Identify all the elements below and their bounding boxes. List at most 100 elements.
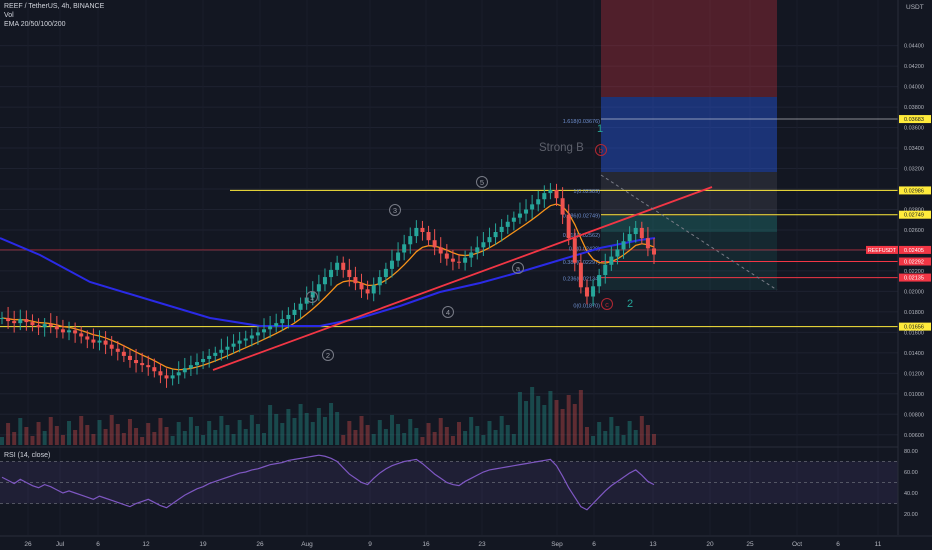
volume-bar-34: [207, 421, 212, 445]
candle-body-29: [176, 372, 181, 376]
time-tick-13: 20: [706, 541, 714, 548]
candle-body-101: [615, 249, 620, 257]
fib-label-3: 0.618(0.02562): [563, 233, 600, 239]
wave-major-2: 2: [627, 298, 633, 310]
volume-bar-54: [329, 403, 334, 445]
ema-legend[interactable]: EMA 20/50/100/200: [4, 21, 66, 28]
ticker-tag: [866, 245, 898, 254]
volume-bar-102: [621, 435, 626, 445]
volume-bar-90: [548, 391, 553, 445]
volume-bar-80: [487, 421, 492, 445]
volume-bar-59: [359, 416, 364, 445]
currency-label: USDT: [906, 4, 924, 11]
price-tag-text-2: 0.02749: [904, 213, 924, 219]
candle-body-10: [60, 329, 65, 333]
candle-body-22: [134, 360, 139, 364]
wave-circle-c-label: c: [605, 300, 609, 309]
volume-bar-66: [402, 433, 407, 445]
wave-circle-b: [595, 144, 607, 156]
candle-body-89: [542, 193, 547, 200]
price-tick-4: 0.03600: [904, 126, 924, 132]
volume-bar-100: [609, 417, 614, 445]
volume-bar-26: [158, 418, 163, 445]
volume-bar-52: [316, 408, 321, 445]
volume-bar-0: [0, 437, 4, 445]
candle-body-73: [444, 253, 449, 259]
strong-b-label: Strong B: [539, 142, 584, 154]
volume-bar-30: [182, 431, 187, 445]
fib-label-1: 1(0.02989): [573, 189, 600, 195]
volume-bar-40: [243, 429, 248, 445]
volume-bar-12: [73, 430, 78, 445]
candle-body-24: [146, 365, 151, 368]
wave-circle-2-label: 2: [326, 351, 330, 360]
volume-bar-37: [225, 425, 230, 445]
candle-body-59: [359, 283, 364, 290]
candle-body-93: [566, 214, 571, 239]
projection-dashed: [600, 174, 778, 291]
candle-body-62: [377, 277, 382, 286]
price-tick-16: 0.01200: [904, 371, 924, 377]
candle-body-91: [554, 190, 559, 199]
candle-body-26: [158, 371, 163, 376]
candle-body-95: [578, 262, 583, 288]
symbol-title[interactable]: REEF / TetherUS, 4h, BINANCE: [4, 3, 105, 10]
candle-body-55: [335, 262, 340, 270]
price-tick-9: 0.02600: [904, 228, 924, 234]
volume-bar-22: [134, 428, 139, 445]
volume-bar-63: [383, 429, 388, 445]
ema-slow-line: [0, 237, 656, 327]
volume-bar-55: [335, 412, 340, 445]
fib-label-4: 0.5(0.02429): [569, 246, 600, 252]
wave-circle-2: [322, 349, 334, 361]
time-tick-15: Oct: [792, 541, 802, 548]
candle-body-44: [268, 326, 273, 330]
rsi-tick-3: 20.00: [904, 512, 918, 518]
time-tick-2: 6: [96, 541, 100, 548]
volume-bar-95: [578, 390, 583, 445]
candle-body-31: [188, 365, 193, 369]
wave-circle-3-label: 3: [393, 206, 397, 215]
volume-bar-19: [115, 424, 120, 445]
price-tag-text-0: 0.03683: [904, 117, 924, 123]
price-tick-0: 0.04400: [904, 44, 924, 50]
candle-body-71: [432, 240, 437, 248]
volume-bar-38: [231, 434, 236, 445]
time-tick-14: 25: [746, 541, 754, 548]
time-tick-1: Jul: [56, 541, 65, 548]
volume-bar-61: [371, 434, 376, 445]
candle-body-36: [219, 349, 224, 353]
volume-bar-106: [645, 425, 650, 445]
volume-bar-27: [164, 427, 169, 445]
volume-bar-86: [524, 401, 529, 445]
candle-body-4: [24, 319, 29, 323]
ema-fast-line: [1, 203, 655, 371]
candle-body-107: [652, 248, 656, 255]
price-tag-0: [899, 115, 931, 124]
volume-legend[interactable]: Vol: [4, 12, 14, 19]
wave-circle-c: [601, 298, 613, 310]
volume-bar-72: [438, 418, 443, 445]
volume-bar-47: [286, 409, 291, 445]
volume-bar-78: [475, 426, 480, 445]
volume-bar-31: [188, 417, 193, 445]
time-tick-8: 16: [422, 541, 430, 548]
price-tick-17: 0.01000: [904, 392, 924, 398]
volume-bar-79: [481, 435, 486, 445]
candle-body-6: [36, 325, 41, 328]
volume-bar-41: [249, 415, 254, 445]
rsi-legend[interactable]: RSI (14, close): [4, 452, 51, 459]
candle-body-104: [633, 227, 638, 235]
price-tag-5: [899, 257, 931, 266]
candle-body-19: [115, 348, 120, 352]
rsi-line: [1, 454, 655, 511]
time-tick-4: 19: [199, 541, 207, 548]
candle-body-16: [97, 340, 102, 343]
wave-circle-4-label: 4: [446, 308, 450, 317]
candle-body-61: [371, 285, 376, 294]
volume-bar-96: [584, 427, 589, 445]
candle-body-30: [182, 368, 187, 373]
candle-body-76: [463, 257, 468, 263]
